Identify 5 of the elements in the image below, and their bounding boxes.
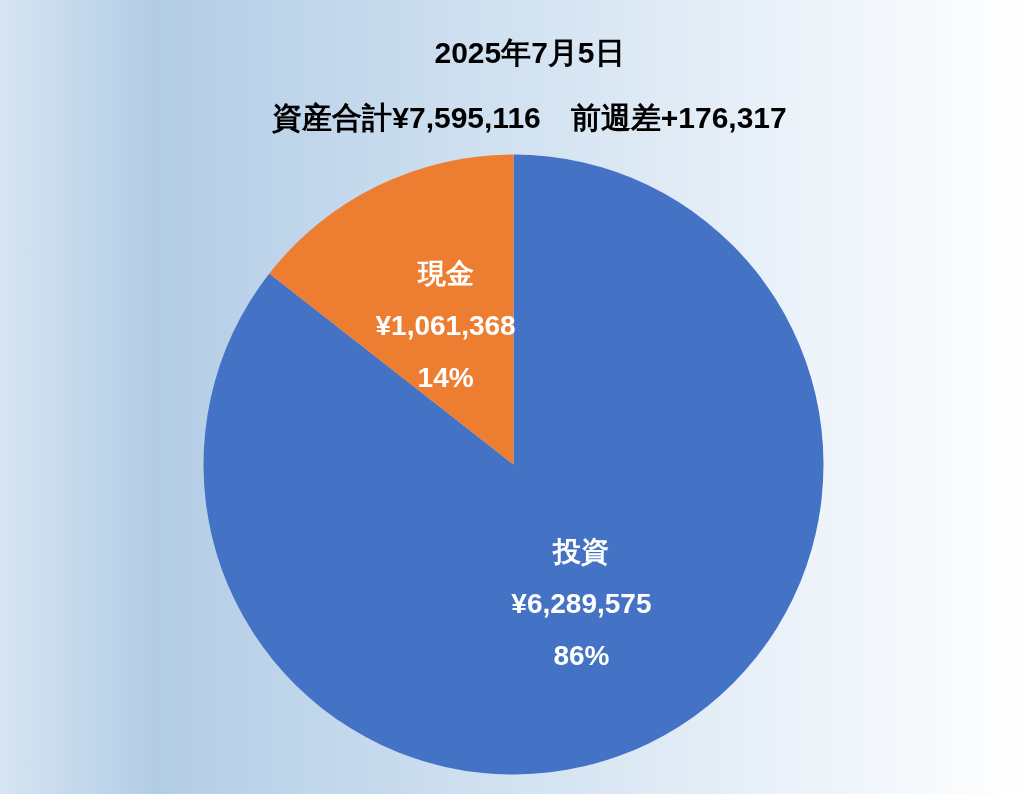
chart-title: 2025年7月5日 [434, 36, 625, 69]
slice-label: 投資 [552, 536, 610, 568]
data-label: ¥6,289,575 86% [511, 588, 652, 672]
chart-subtitle: 資産合計¥7,595,116 前週差+176,317 [271, 101, 787, 134]
slice-label: 現金 [416, 257, 474, 289]
